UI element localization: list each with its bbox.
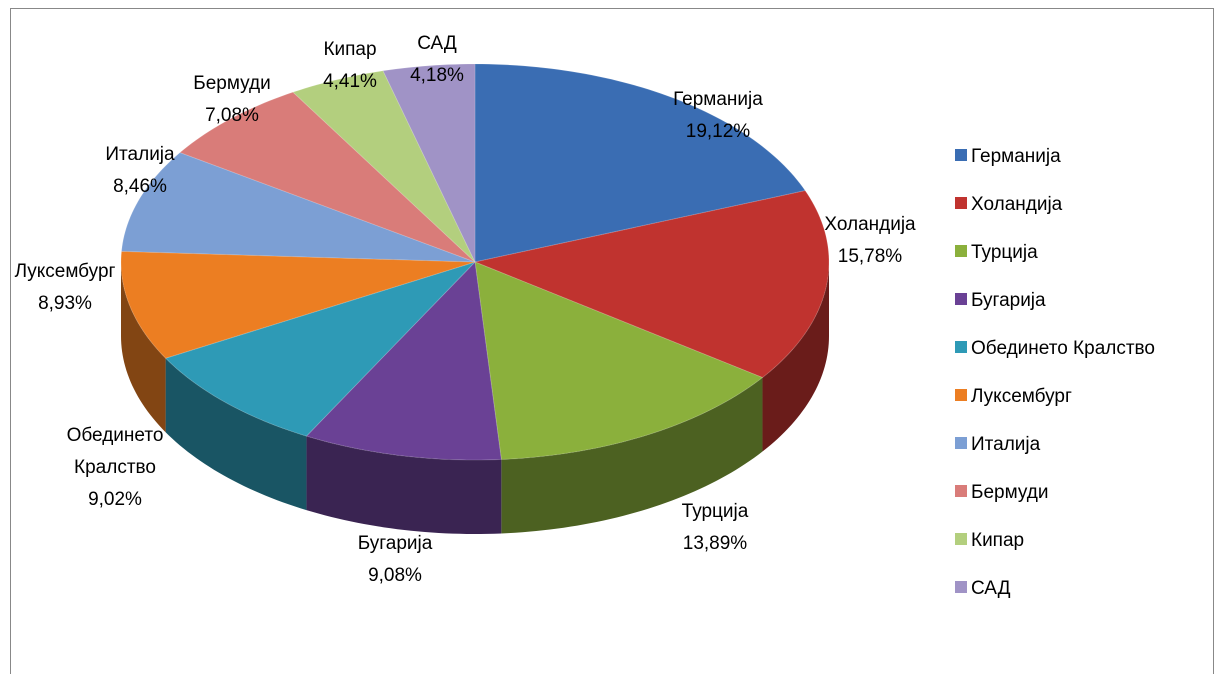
pie-slice-side bbox=[121, 262, 166, 433]
label-name: Кипар bbox=[323, 39, 377, 60]
legend-label: Луксембург bbox=[971, 386, 1072, 407]
label-name: Германија bbox=[673, 89, 763, 110]
legend-swatch bbox=[955, 197, 967, 209]
legend-swatch bbox=[955, 485, 967, 497]
pie-slice-side bbox=[165, 358, 307, 511]
legend-label: САД bbox=[971, 578, 1011, 599]
pie-slice bbox=[120, 151, 476, 263]
label-value: 13,89% bbox=[682, 533, 748, 554]
pie-slice bbox=[382, 63, 476, 263]
legend-label: Бермуди bbox=[971, 482, 1048, 503]
data-label: Луксембург 8,93% bbox=[0, 256, 145, 320]
legend-label: Бугарија bbox=[971, 290, 1046, 311]
pie-slice bbox=[179, 91, 476, 263]
label-value: 15,78% bbox=[837, 246, 903, 267]
pie-slice bbox=[164, 261, 476, 437]
pie-slice bbox=[120, 250, 476, 359]
label-value: 9,08% bbox=[368, 565, 422, 586]
legend-label: Холандија bbox=[971, 194, 1063, 215]
pie-slice bbox=[474, 261, 764, 460]
pie-tops bbox=[120, 63, 830, 461]
label-value: 7,08% bbox=[205, 105, 259, 126]
pie-slice bbox=[292, 70, 476, 263]
label-name: Бермуди bbox=[193, 73, 271, 94]
label-name: Холандија bbox=[824, 214, 916, 235]
legend-swatch bbox=[955, 437, 967, 449]
legend-label: Италија bbox=[971, 434, 1041, 455]
pie-slice bbox=[305, 260, 502, 461]
data-label: Италија 8,46% bbox=[60, 139, 220, 203]
label-value: 4,18% bbox=[410, 65, 464, 86]
data-label: Обединето Кралство 9,02% bbox=[60, 420, 170, 516]
legend-label: Турција bbox=[971, 242, 1038, 263]
legend-swatch bbox=[955, 245, 967, 257]
pie-sides bbox=[121, 262, 829, 534]
label-value: 8,93% bbox=[38, 293, 92, 314]
legend-swatch bbox=[955, 389, 967, 401]
label-name: Обединето Кралство bbox=[66, 425, 164, 478]
label-value: 19,12% bbox=[685, 121, 751, 142]
label-value: 8,46% bbox=[113, 176, 167, 197]
legend-label: Германија bbox=[971, 146, 1061, 167]
data-label: Бугарија 9,08% bbox=[315, 528, 475, 592]
label-name: Луксембург bbox=[14, 261, 116, 282]
label-name: Турција bbox=[681, 501, 749, 522]
pie-slice-side bbox=[501, 377, 763, 534]
data-label: Холандија 15,78% bbox=[790, 209, 950, 273]
label-value: 4,41% bbox=[323, 71, 377, 92]
legend-swatch bbox=[955, 149, 967, 161]
pie-slice bbox=[473, 190, 830, 379]
legend-label: Кипар bbox=[971, 530, 1024, 551]
label-value: 9,02% bbox=[88, 489, 142, 510]
data-label: Германија 19,12% bbox=[638, 84, 798, 148]
legend-swatch bbox=[955, 581, 967, 593]
chart-frame bbox=[10, 8, 1214, 674]
label-name: САД bbox=[417, 33, 457, 54]
legend-label: Обединето Кралство bbox=[971, 338, 1155, 359]
pie-slice-side bbox=[306, 436, 502, 534]
pie-slice-side bbox=[762, 262, 829, 452]
data-label: Кипар 4,41% bbox=[270, 34, 430, 98]
pie-slice bbox=[474, 63, 807, 263]
data-label: САД 4,18% bbox=[357, 28, 517, 92]
legend-swatch bbox=[955, 293, 967, 305]
legend-swatch bbox=[955, 341, 967, 353]
label-name: Бугарија bbox=[357, 533, 433, 554]
data-label: Бермуди 7,08% bbox=[152, 68, 312, 132]
label-name: Италија bbox=[105, 144, 175, 165]
data-label: Турција 13,89% bbox=[635, 496, 795, 560]
legend-swatch bbox=[955, 533, 967, 545]
